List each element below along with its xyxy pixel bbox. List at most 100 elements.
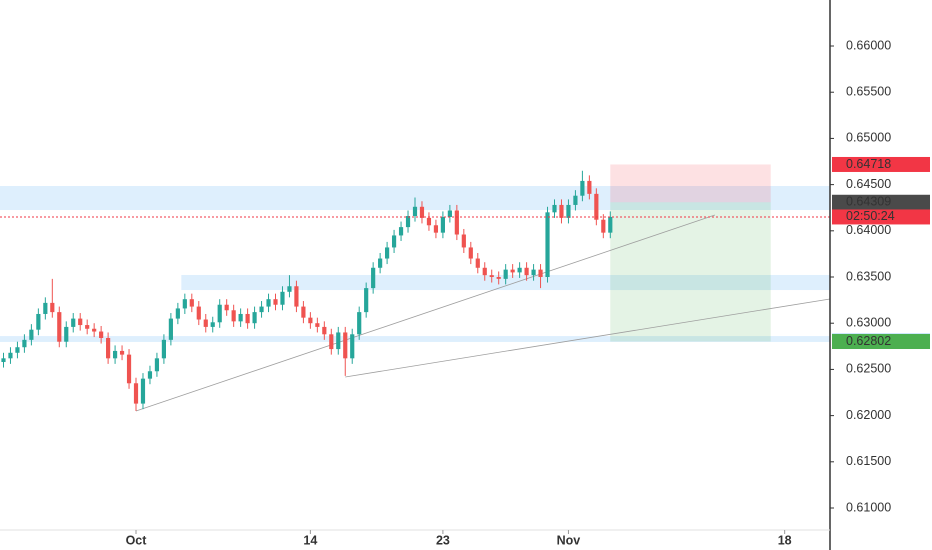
candle-body — [315, 323, 320, 327]
candle-body — [22, 339, 27, 348]
candle-body — [119, 350, 125, 355]
candle-body — [287, 286, 292, 292]
candle-body — [538, 269, 543, 278]
candle-body — [378, 258, 383, 268]
y-tick-label: 0.64500 — [846, 177, 891, 191]
candle-body — [266, 299, 271, 307]
candle-body — [454, 210, 459, 235]
candle-body — [161, 339, 166, 359]
candle-body — [15, 347, 20, 353]
candle-body — [112, 350, 118, 359]
x-tick-label: 18 — [778, 533, 792, 547]
y-tick-label: 0.61500 — [846, 454, 891, 468]
candle-body — [224, 304, 229, 311]
candle-body — [182, 299, 187, 309]
candle-body — [8, 352, 13, 359]
candle-body — [419, 206, 425, 218]
candle-body — [587, 180, 592, 194]
candle-body — [531, 269, 536, 276]
y-tick-label: 0.63500 — [846, 269, 891, 283]
candle-body — [203, 319, 208, 327]
candle-body — [336, 332, 341, 350]
candle-body — [259, 306, 264, 313]
trendline — [135, 214, 716, 412]
candle-body — [238, 313, 243, 322]
candle-body — [482, 267, 487, 276]
candle-body — [189, 299, 194, 307]
candle-body — [140, 378, 146, 404]
candle-body — [154, 358, 160, 372]
candle-body — [210, 322, 215, 327]
countdown-label: 02:50:24 — [846, 209, 895, 223]
candle-body — [566, 204, 571, 218]
candle-body — [385, 247, 390, 259]
candle-body — [92, 328, 97, 332]
x-tick-label: Nov — [557, 533, 581, 547]
x-tick-label: 23 — [436, 533, 450, 547]
candle-body — [29, 329, 34, 340]
candle-body — [357, 312, 362, 335]
candle-body — [64, 326, 69, 342]
candle-body — [280, 291, 285, 305]
support-resistance-zone — [0, 336, 830, 342]
candle-body — [461, 234, 466, 248]
candle-body — [601, 219, 606, 233]
candle-body — [252, 312, 257, 324]
candle-body — [496, 277, 501, 279]
countdown-label-badge — [832, 209, 930, 225]
y-tick-label: 0.62000 — [846, 408, 891, 422]
target-price-label-badge — [832, 334, 930, 350]
y-tick-label: 0.65000 — [846, 131, 891, 145]
y-tick-label: 0.62500 — [846, 362, 891, 376]
candle-body — [43, 302, 48, 314]
candle-body — [301, 306, 306, 318]
candle-body — [294, 286, 299, 307]
candle-body — [433, 225, 439, 233]
candle-body — [447, 210, 452, 217]
x-tick-label: 14 — [303, 533, 317, 547]
candle-body — [573, 195, 578, 205]
target-zone — [610, 202, 771, 342]
candle-body — [468, 247, 473, 259]
candle-body — [350, 334, 355, 359]
candle-body — [57, 312, 62, 342]
candle-body — [71, 318, 76, 327]
candle-body — [545, 212, 550, 278]
stop-price-label-badge — [832, 156, 930, 172]
candle-body — [364, 288, 369, 313]
y-tick-label: 0.61000 — [846, 500, 891, 514]
candle-body — [489, 275, 494, 278]
candle-body — [524, 267, 529, 276]
stop-zone — [610, 164, 771, 203]
candle-body — [412, 206, 418, 217]
candle-body — [217, 304, 222, 323]
candle-body — [1, 358, 6, 363]
candle-body — [552, 204, 557, 213]
candle-body — [231, 310, 236, 322]
candle-body — [133, 383, 139, 404]
y-tick-label: 0.64000 — [846, 223, 891, 237]
candle-body — [503, 269, 508, 279]
candle-body — [175, 308, 180, 319]
candle-body — [594, 193, 599, 220]
candle-body — [580, 180, 585, 196]
candle-body — [608, 216, 613, 233]
y-tick-label: 0.63000 — [846, 316, 891, 330]
candle-body — [475, 258, 480, 268]
candle-body — [99, 331, 104, 338]
candle-body — [329, 334, 334, 350]
candle-body — [440, 216, 445, 233]
candle-body — [308, 317, 313, 324]
candle-body — [510, 269, 515, 273]
candle-body — [343, 332, 348, 359]
trendline — [345, 298, 831, 378]
y-tick-label: 0.66000 — [846, 38, 891, 52]
candle-body — [147, 371, 153, 379]
candle-body — [371, 267, 376, 289]
candle-body — [322, 326, 327, 335]
candle-body — [126, 354, 132, 384]
candle-body — [78, 318, 83, 326]
candle-body — [168, 318, 173, 340]
